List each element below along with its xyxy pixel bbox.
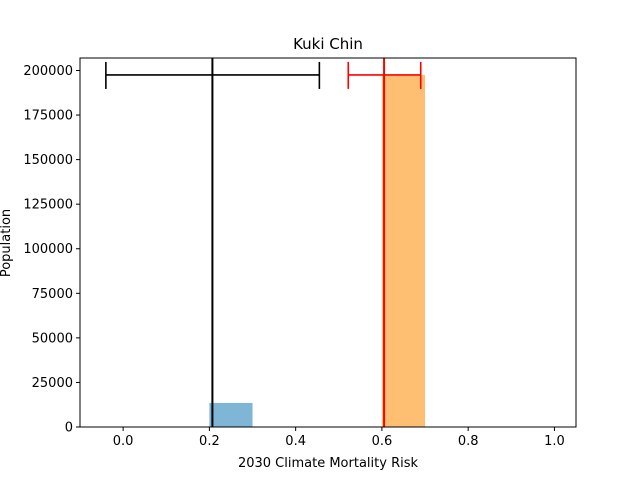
y-tick-label-7: 175000 [23, 109, 73, 124]
y-tick-label-0: 0 [65, 421, 73, 436]
bar-1 [381, 74, 426, 427]
marker-0 [105, 58, 321, 427]
markers-layer [105, 58, 422, 427]
y-tick-label-1: 25000 [32, 376, 73, 391]
x-axis: 0.0 0.2 0.4 0.6 0.8 1.0 [113, 427, 565, 449]
y-tick-label-2: 50000 [32, 331, 73, 346]
y-tick-label-8: 200000 [23, 64, 73, 79]
x-tick-label-0: 0.0 [113, 434, 134, 449]
chart-title: Kuki Chin [293, 35, 363, 53]
x-tick-label-4: 0.8 [458, 434, 479, 449]
bars-layer [209, 74, 426, 427]
plot-frame [79, 57, 577, 428]
y-axis: 0 25000 50000 75000 100000 125000 150000 175000… [23, 64, 80, 436]
x-tick-label-1: 0.2 [199, 434, 220, 449]
y-tick-label-4: 100000 [23, 242, 73, 257]
marker-1 [347, 58, 422, 427]
x-tick-label-2: 0.4 [285, 434, 306, 449]
x-tick-label-5: 1.0 [544, 434, 565, 449]
y-tick-label-6: 150000 [23, 153, 73, 168]
y-tick-label-5: 125000 [23, 198, 73, 213]
bar-0 [209, 402, 253, 427]
y-axis-label: Population [0, 209, 14, 277]
y-tick-label-3: 75000 [32, 287, 73, 302]
x-tick-label-3: 0.6 [372, 434, 393, 449]
x-axis-label: 2030 Climate Mortality Risk [238, 456, 419, 471]
